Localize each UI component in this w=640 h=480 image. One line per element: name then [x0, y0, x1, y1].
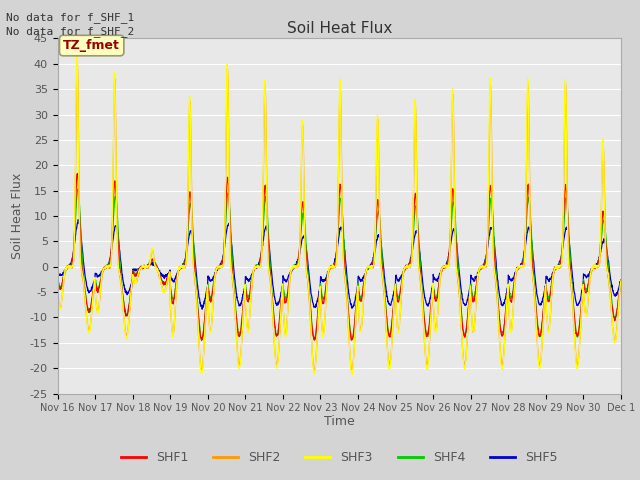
X-axis label: Time: Time [324, 415, 355, 428]
SHF1 [211, 272, 219, 277]
SHF5 [54, 270, 61, 276]
Text: No data for f_SHF_2: No data for f_SHF_2 [6, 26, 134, 37]
SHF3 [348, 372, 356, 377]
Line: SHF4: SHF4 [58, 189, 621, 339]
Line: SHF5: SHF5 [58, 220, 621, 309]
SHF2 [74, 57, 81, 62]
SHF4 [356, 293, 364, 299]
SHF3 [504, 291, 511, 297]
SHF3 [73, 51, 81, 57]
SHF5 [74, 217, 82, 223]
SHF5 [198, 306, 206, 312]
SHF4 [617, 279, 625, 285]
SHF1 [568, 282, 575, 288]
Line: SHF1: SHF1 [58, 174, 621, 340]
SHF3 [211, 273, 219, 279]
SHF3 [54, 284, 61, 290]
SHF2 [369, 265, 376, 271]
SHF1 [74, 171, 81, 177]
Y-axis label: Soil Heat Flux: Soil Heat Flux [11, 173, 24, 259]
SHF1 [617, 277, 625, 283]
Line: SHF3: SHF3 [58, 54, 621, 374]
SHF2 [54, 288, 61, 294]
SHF5 [211, 269, 219, 275]
SHF3 [356, 327, 364, 333]
SHF4 [74, 186, 81, 192]
SHF4 [198, 336, 205, 342]
SHF2 [568, 287, 575, 292]
Text: No data for f_SHF_1: No data for f_SHF_1 [6, 12, 134, 23]
SHF2 [504, 295, 511, 300]
SHF4 [504, 292, 511, 298]
Line: SHF2: SHF2 [58, 60, 621, 372]
SHF3 [583, 308, 591, 313]
SHF1 [198, 337, 205, 343]
SHF1 [54, 277, 61, 283]
SHF3 [568, 282, 575, 288]
Text: TZ_fmet: TZ_fmet [63, 39, 120, 52]
SHF5 [568, 263, 575, 268]
SHF1 [583, 288, 591, 294]
SHF4 [54, 276, 61, 281]
SHF4 [568, 276, 575, 282]
SHF4 [369, 261, 376, 267]
SHF1 [369, 263, 376, 268]
Legend: SHF1, SHF2, SHF3, SHF4, SHF5: SHF1, SHF2, SHF3, SHF4, SHF5 [116, 446, 563, 469]
SHF3 [617, 278, 625, 284]
SHF5 [356, 276, 364, 282]
SHF2 [348, 369, 356, 374]
SHF1 [356, 297, 364, 303]
SHF2 [617, 279, 625, 285]
SHF5 [369, 261, 376, 266]
SHF1 [504, 289, 511, 295]
SHF4 [211, 271, 219, 276]
SHF2 [356, 324, 364, 330]
Title: Soil Heat Flux: Soil Heat Flux [287, 21, 392, 36]
SHF5 [583, 274, 591, 280]
SHF4 [583, 287, 591, 292]
SHF2 [583, 308, 591, 314]
SHF2 [211, 275, 219, 281]
SHF5 [617, 277, 625, 283]
SHF3 [369, 263, 376, 269]
SHF5 [504, 285, 511, 291]
